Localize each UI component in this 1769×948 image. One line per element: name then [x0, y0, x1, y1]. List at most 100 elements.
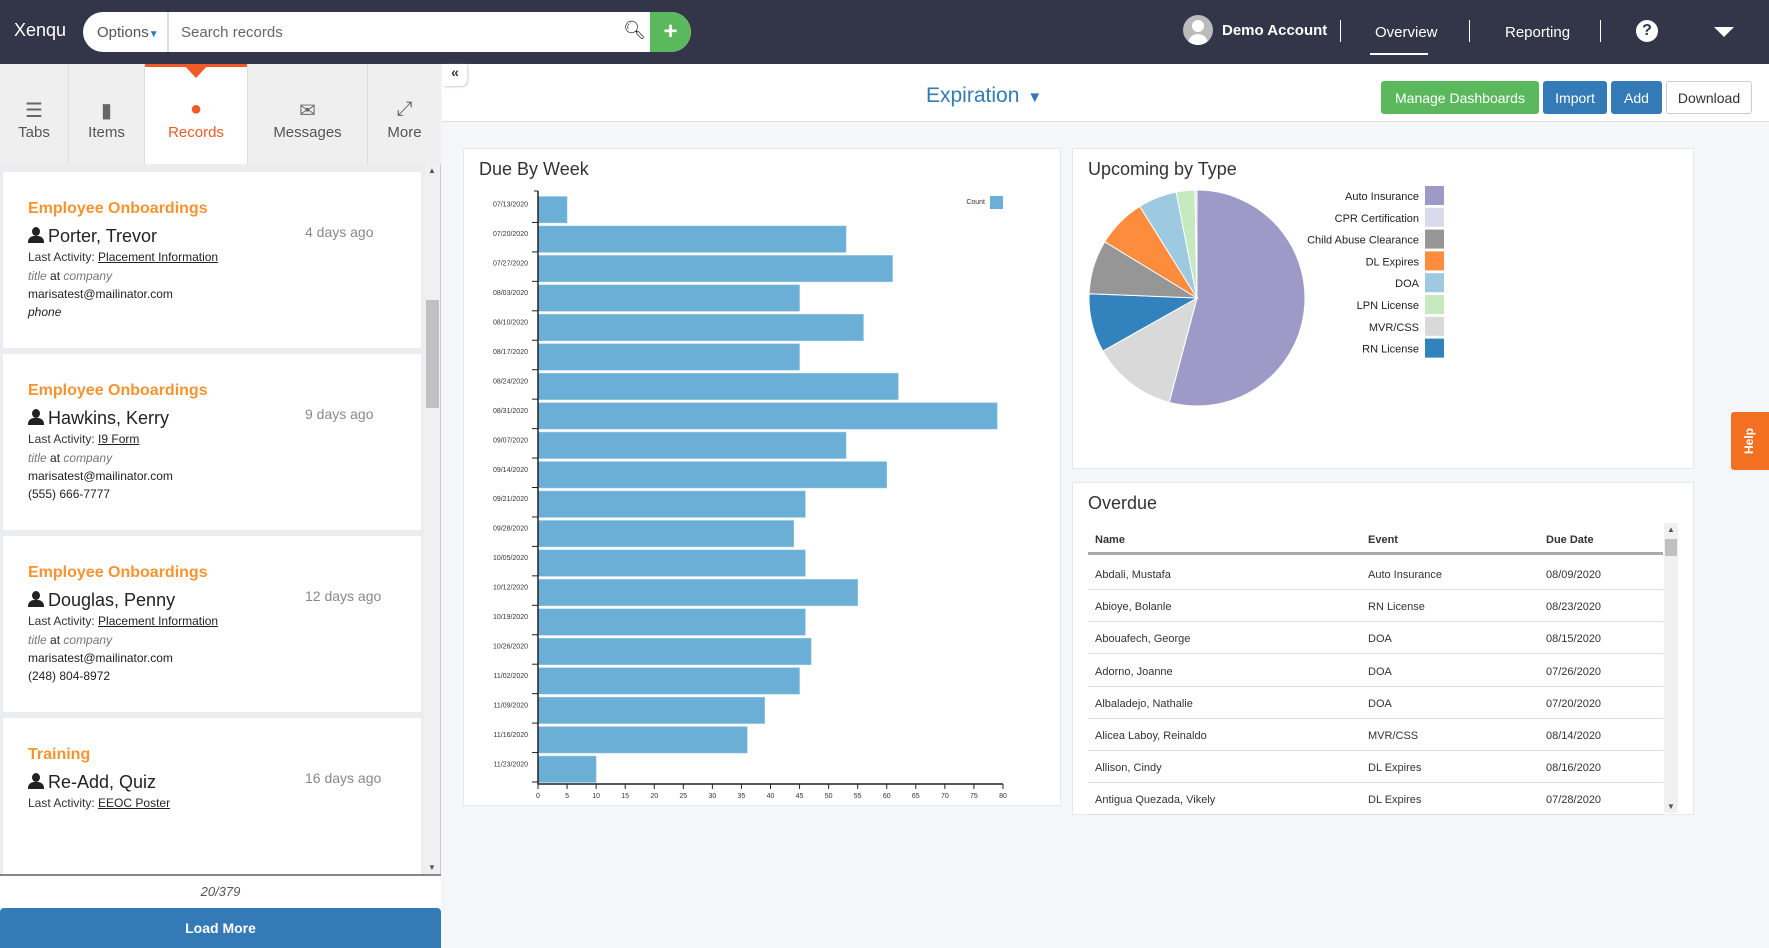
tab-messages[interactable]: ✉ Messages [248, 64, 368, 164]
record-time: 4 days ago [305, 224, 374, 240]
add-plus-button[interactable]: + [650, 12, 691, 52]
tab-more[interactable]: ⤢ More [368, 64, 441, 164]
y-tick-label: 11/23/2020 [493, 761, 528, 768]
tab-items[interactable]: ▮ Items [69, 64, 145, 164]
bar [537, 726, 748, 754]
pie-slice [1194, 189, 1198, 299]
record-name[interactable]: Porter, Trevor [28, 226, 157, 247]
record-card[interactable]: Training Re-Add, Quiz 16 days ago Last A… [3, 718, 421, 874]
download-button[interactable]: Download [1666, 81, 1752, 114]
x-tick-label: 65 [912, 793, 920, 800]
y-tick-label: 10/05/2020 [493, 555, 528, 562]
cell-name: Abioye, Bolanle [1095, 601, 1172, 614]
cell-due-date: 08/09/2020 [1546, 569, 1602, 581]
x-tick-label: 35 [738, 793, 746, 800]
cell-name: Allison, Cindy [1095, 762, 1162, 775]
record-category: Employee Onboardings [28, 382, 208, 399]
scroll-up-icon[interactable]: ▲ [1667, 525, 1675, 534]
search-icon[interactable]: 🔍︎ [623, 20, 646, 40]
last-activity-label: Last Activity: [28, 796, 95, 810]
menu-dropdown-icon[interactable] [1714, 27, 1734, 37]
cell-name: Albaladejo, Nathalie [1095, 697, 1193, 710]
table-row[interactable]: Albaladejo, Nathalie DOA 07/20/2020 [1088, 687, 1663, 719]
dashboard-selector[interactable]: Expiration ▼ [926, 84, 1042, 108]
scroll-down-icon[interactable]: ▼ [428, 863, 436, 872]
help-tab[interactable]: Help [1731, 412, 1769, 470]
help-icon[interactable]: ? [1636, 20, 1658, 42]
legend-swatch [1425, 316, 1444, 336]
chart-title: Upcoming by Type [1088, 159, 1237, 179]
scroll-up-icon[interactable]: ▲ [428, 166, 436, 175]
table-scrollbar[interactable]: ▲ ▼ [1664, 523, 1678, 813]
y-tick-label: 09/14/2020 [493, 467, 528, 474]
column-header-name[interactable]: Name [1095, 534, 1125, 546]
record-card[interactable]: Employee Onboardings Porter, Trevor 4 da… [3, 172, 421, 348]
chart-title: Due By Week [479, 159, 589, 179]
x-tick-label: 75 [970, 793, 978, 800]
table-row[interactable]: Allison, Cindy DL Expires 08/16/2020 [1088, 751, 1663, 784]
record-category: Employee Onboardings [28, 200, 208, 217]
table-row[interactable]: Abouafech, George DOA 08/15/2020 [1088, 622, 1663, 655]
column-header-due-date[interactable]: Due Date [1546, 534, 1594, 546]
y-tick-label: 09/28/2020 [493, 526, 528, 533]
record-name[interactable]: Hawkins, Kerry [28, 408, 169, 429]
scrollbar-thumb[interactable] [1665, 539, 1677, 556]
column-header-event[interactable]: Event [1368, 534, 1398, 546]
person-icon [28, 409, 44, 425]
record-name-text: Douglas, Penny [48, 590, 176, 610]
cell-event: MVR/CSS [1368, 730, 1419, 742]
table-row[interactable]: Abioye, Bolanle RN License 08/23/2020 [1088, 590, 1663, 623]
table-row[interactable]: Adorno, Joanne DOA 07/26/2020 [1088, 655, 1663, 687]
table-row[interactable]: Antigua Quezada, Vikely DL Expires 07/28/2… [1088, 783, 1663, 816]
x-tick-label: 20 [650, 793, 658, 800]
options-dropdown[interactable]: Options▼ [83, 12, 169, 52]
bar [537, 255, 893, 283]
cell-event: RN License [1368, 601, 1425, 614]
last-activity-label: Last Activity: [28, 432, 95, 446]
add-button[interactable]: Add [1611, 81, 1662, 114]
bar [537, 196, 568, 224]
record-category: Training [28, 746, 91, 763]
cell-name: Abdali, Mustafa [1095, 569, 1171, 581]
scrollbar-thumb[interactable] [426, 300, 439, 408]
last-activity-link[interactable]: I9 Form [98, 432, 140, 446]
last-activity: Last Activity: EEOC Poster [28, 796, 170, 810]
x-tick-label: 25 [679, 793, 687, 800]
account-name[interactable]: Demo Account [1222, 22, 1328, 39]
y-tick-label: 08/03/2020 [493, 290, 528, 297]
x-tick-label: 50 [825, 793, 833, 800]
record-phone: phone [28, 305, 62, 319]
legend-swatch [1425, 338, 1444, 358]
cell-event: DOA [1368, 697, 1392, 710]
load-more-button[interactable]: Load More [0, 908, 441, 948]
app-logo[interactable]: Xenqu [14, 20, 67, 40]
record-card[interactable]: Employee Onboardings Douglas, Penny 12 d… [3, 536, 421, 712]
at-text: at [50, 269, 61, 283]
table-row[interactable]: Abdali, Mustafa Auto Insurance 08/09/2020 [1088, 558, 1663, 590]
manage-dashboards-button[interactable]: Manage Dashboards [1381, 81, 1539, 114]
avatar[interactable] [1183, 15, 1213, 45]
record-name-text: Hawkins, Kerry [48, 408, 170, 428]
nav-overview[interactable]: Overview [1375, 24, 1438, 41]
nav-reporting[interactable]: Reporting [1505, 24, 1571, 41]
last-activity-link[interactable]: Placement Information [98, 614, 219, 628]
company-text: company [63, 269, 113, 283]
record-card[interactable]: Employee Onboardings Hawkins, Kerry 9 da… [3, 354, 421, 530]
table-row[interactable]: Alicea Laboy, Reinaldo MVR/CSS 08/14/2020 [1088, 719, 1663, 751]
scroll-down-icon[interactable]: ▼ [1667, 802, 1675, 811]
bar [537, 314, 864, 342]
last-activity-link[interactable]: EEOC Poster [98, 796, 171, 810]
last-activity-link[interactable]: Placement Information [98, 250, 219, 264]
record-name[interactable]: Douglas, Penny [28, 590, 175, 611]
tab-tabs[interactable]: ☰ Tabs [0, 64, 69, 164]
import-button[interactable]: Import [1543, 81, 1607, 114]
tab-records[interactable]: ● Records [145, 64, 248, 164]
title-text: title [28, 451, 47, 465]
collapse-sidebar-icon[interactable]: « [443, 64, 467, 86]
x-tick-label: 30 [708, 793, 716, 800]
search-input[interactable] [173, 12, 633, 52]
cell-name: Antigua Quezada, Vikely [1095, 794, 1216, 807]
sidebar-scrollbar[interactable]: ▲ ▼ [425, 164, 440, 874]
record-name[interactable]: Re-Add, Quiz [28, 772, 156, 793]
due-by-week-panel: Due By Week 07/13/2020 07/20/2020 07/27/20… [463, 148, 1061, 806]
